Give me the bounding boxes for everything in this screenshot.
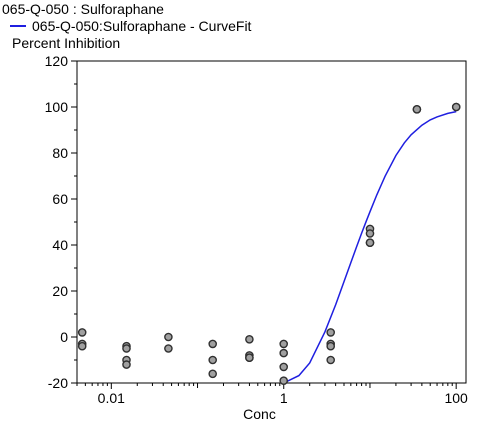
data-point — [77, 328, 87, 337]
data-point — [122, 360, 131, 369]
y-tick-label: -20 — [48, 375, 68, 391]
y-tick-label: 100 — [45, 99, 69, 115]
y-tick-label: 20 — [52, 283, 68, 299]
data-point — [279, 376, 289, 386]
x-tick-label: 1 — [280, 390, 288, 406]
data-point — [245, 353, 254, 363]
data-point — [451, 102, 461, 112]
curve-fit-line — [283, 110, 457, 384]
data-point — [245, 334, 254, 344]
x-tick-label: 100 — [444, 390, 468, 406]
legend-line-swatch — [10, 25, 26, 27]
y-tick-label: 40 — [52, 237, 68, 253]
data-point — [164, 332, 173, 342]
data-point — [164, 344, 173, 353]
data-point — [326, 328, 336, 337]
data-point — [208, 339, 217, 349]
data-point — [365, 238, 375, 247]
legend-entry-curvefit: 065-Q-050:Sulforaphane - CurveFit — [32, 18, 252, 34]
plot-frame — [76, 60, 467, 384]
y-tick-label: 80 — [52, 145, 68, 161]
data-point — [279, 339, 289, 349]
y-tick-label: 60 — [52, 191, 68, 207]
y-tick-label: 0 — [60, 329, 68, 345]
data-point — [365, 229, 375, 238]
data-point — [77, 341, 87, 351]
data-point — [412, 105, 422, 114]
data-point — [279, 348, 289, 358]
data-point — [208, 369, 217, 379]
x-tick-label: 0.01 — [98, 390, 125, 406]
data-point — [122, 344, 131, 353]
data-point — [326, 355, 336, 365]
data-point — [279, 362, 289, 372]
data-point — [208, 355, 217, 365]
y-axis-label: Percent Inhibition — [12, 35, 121, 51]
y-tick-label: 120 — [45, 53, 69, 69]
chart-title: 065-Q-050 : Sulforaphane — [2, 1, 164, 17]
x-axis-label: Conc — [243, 406, 276, 421]
legend: 065-Q-050:Sulforaphane - CurveFit — [10, 18, 251, 34]
data-point — [326, 341, 336, 351]
